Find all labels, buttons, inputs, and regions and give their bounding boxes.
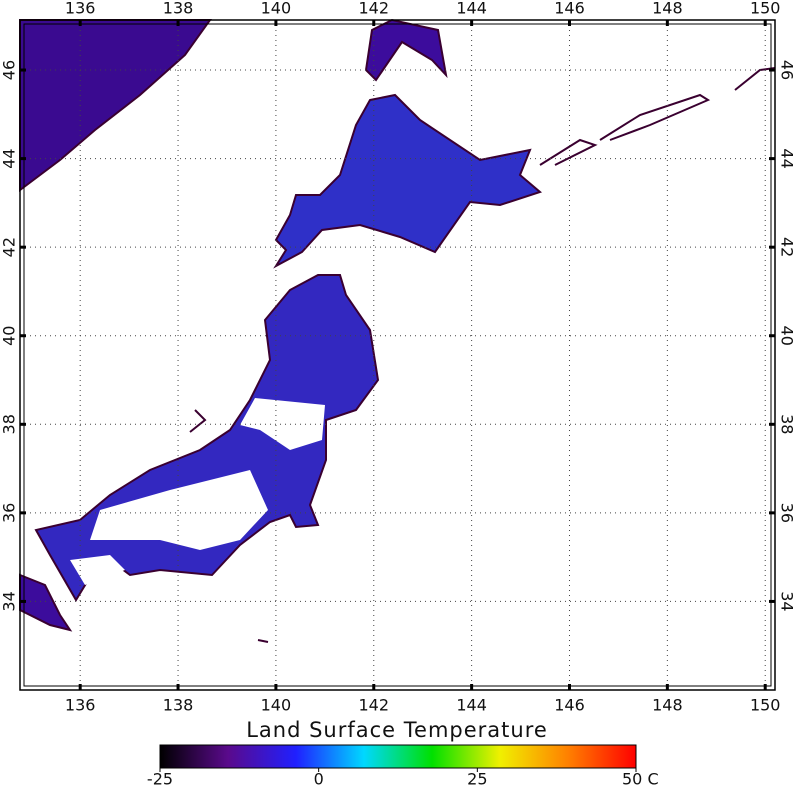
shikoku-kyushu	[19, 573, 73, 632]
lat-tick-label: 36	[778, 503, 794, 523]
lat-tick-label: 42	[0, 237, 19, 257]
lon-tick-label: 136	[65, 0, 96, 18]
colorbar-tick-label: 25	[467, 770, 487, 789]
lat-tick-label: 46	[0, 60, 19, 80]
hokkaido	[273, 93, 543, 269]
colorbar	[159, 744, 637, 769]
islands	[189, 409, 207, 433]
land-masses	[19, 18, 776, 643]
map-frame-inner	[23, 23, 772, 687]
sakhalin	[364, 18, 448, 82]
kuril-islands	[539, 138, 598, 166]
lat-tick-label: 38	[0, 414, 19, 434]
lat-tick-label: 40	[0, 326, 19, 346]
lon-tick-label: 148	[652, 0, 683, 18]
lon-tick-label: 150	[750, 696, 781, 715]
kuril-islands	[599, 93, 711, 141]
lon-tick-label: 136	[65, 696, 96, 715]
russia-coast	[19, 19, 212, 192]
lon-tick-label: 138	[163, 696, 194, 715]
lon-tick-label: 140	[261, 0, 292, 18]
lon-tick-label: 142	[358, 696, 389, 715]
lon-tick-label: 142	[358, 0, 389, 18]
lon-tick-label: 150	[750, 0, 781, 18]
colorbar-tick-label: 50 C	[622, 770, 659, 789]
lon-tick-label: 148	[652, 696, 683, 715]
lat-tick-label: 34	[0, 591, 19, 611]
no-data-patch	[240, 398, 325, 450]
lat-tick-label: 46	[778, 60, 794, 80]
lat-tick-label: 44	[778, 148, 794, 168]
honshu	[34, 274, 380, 602]
lat-tick-label: 44	[0, 148, 19, 168]
map-frame	[19, 19, 776, 691]
lon-tick-label: 144	[456, 0, 487, 18]
graticule	[20, 20, 775, 690]
lon-tick-label: 146	[554, 696, 585, 715]
colorbar-tick-label: -25	[147, 770, 173, 789]
islands	[257, 639, 269, 643]
lon-tick-label: 140	[261, 696, 292, 715]
lat-tick-label: 42	[778, 237, 794, 257]
colorbar-tick-label: 0	[314, 770, 324, 789]
no-data-patch	[90, 470, 268, 550]
colorbar-title: Land Surface Temperature	[246, 718, 548, 742]
no-data-patch	[70, 555, 125, 585]
lat-tick-label: 40	[778, 326, 794, 346]
lon-tick-label: 144	[456, 696, 487, 715]
lon-tick-label: 146	[554, 0, 585, 18]
lat-tick-label: 34	[778, 591, 794, 611]
lat-tick-label: 38	[778, 414, 794, 434]
lon-tick-label: 138	[163, 0, 194, 18]
lat-tick-label: 36	[0, 503, 19, 523]
